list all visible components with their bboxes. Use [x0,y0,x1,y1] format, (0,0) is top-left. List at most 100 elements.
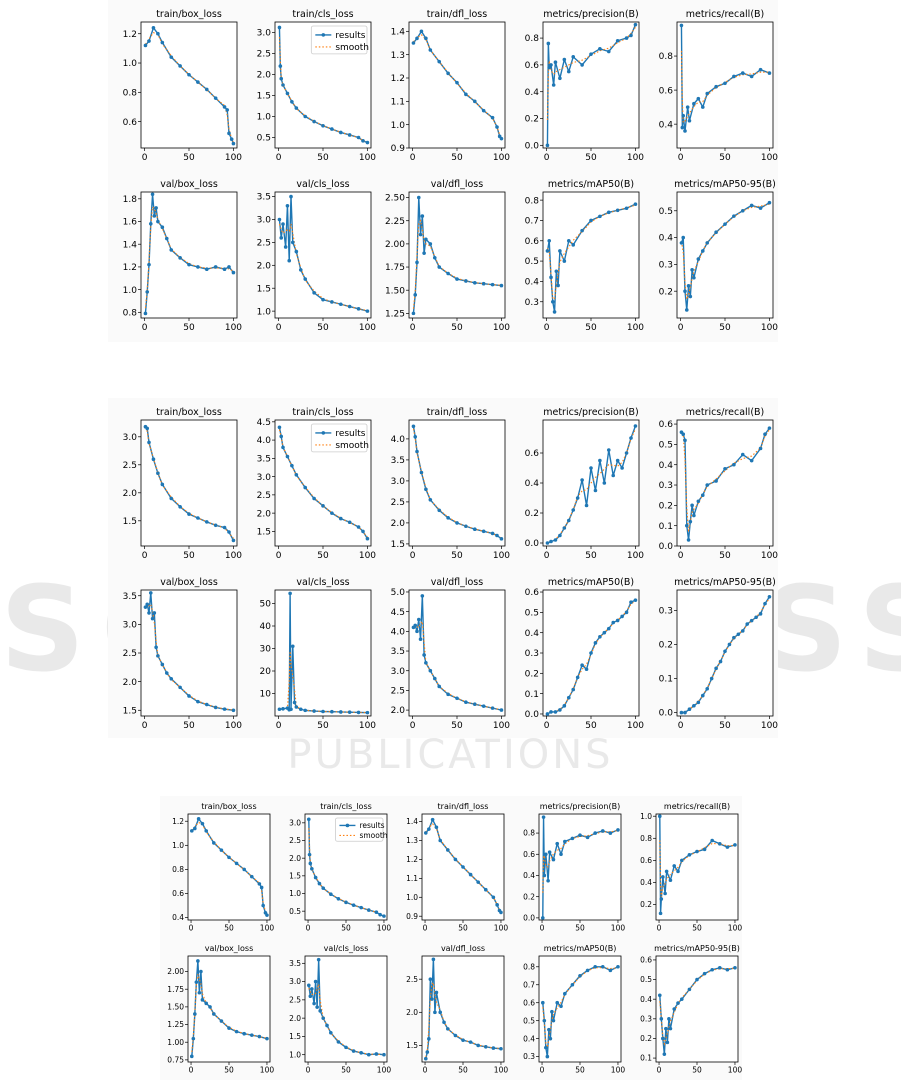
x-tick-label: 100 [377,1066,392,1075]
results-point [680,997,684,1001]
results-point [231,708,236,713]
results-point [668,1026,673,1031]
y-tick-label: 0.5 [659,207,673,217]
results-point [468,1040,473,1044]
smooth-line [279,651,368,714]
results-point [281,445,285,450]
y-tick-label: 2.0 [257,509,272,519]
panel-title: val/box_loss [205,944,253,953]
results-point [499,283,504,288]
results-point [431,957,436,962]
y-tick-label: 3.0 [123,621,138,631]
x-tick-label: 0 [678,551,684,561]
results-point [464,524,468,529]
x-tick-label: 100 [225,153,242,163]
results-point [200,821,205,826]
results-point [710,967,714,972]
results-point [553,60,558,65]
results-point [767,595,772,599]
results-point [553,710,558,714]
x-tick-label: 50 [451,721,463,731]
results-point [193,826,197,831]
results-point [156,471,160,475]
panel-val-cls-loss: val/cls_loss 0 50 100 10 20 30 40 50 [260,577,377,731]
y-tick-label: 2.5 [391,687,405,697]
results-point [455,521,459,525]
y-tick-label: 0.8 [172,865,184,874]
y-tick-label: 0.3 [659,261,673,271]
results-point [425,1050,430,1054]
training-results-figure-3: train/box_loss 0 50 100 0.4 0.6 0.8 1.0 1.2 train… [160,796,742,1080]
results-point [288,591,292,596]
results-point [584,503,589,508]
results-point [242,867,246,872]
panel-title: metrics/mAP50-95(B) [654,944,740,953]
results-point [261,903,265,908]
y-tick-label: 0.1 [525,690,539,700]
x-tick-label: 0 [276,551,282,561]
x-tick-label: 50 [183,721,195,731]
results-point [213,705,218,710]
x-tick-label: 50 [585,721,597,731]
results-point [589,52,593,56]
results-point [312,1001,316,1006]
x-tick-label: 50 [341,1066,351,1075]
results-point [200,998,205,1002]
y-tick-label: 3.0 [257,216,272,226]
results-point [580,63,584,67]
y-tick-label: 1.1 [391,97,405,107]
y-tick-label: 0.2 [525,115,539,125]
results-point [287,258,292,263]
panel-val-box-loss: val/box_loss 0 50 100 1.5 2.0 2.5 3.0 3.5 [123,577,243,731]
y-tick-label: 1.75 [385,263,405,273]
y-tick-label: 0.2 [523,892,535,901]
results-point [423,831,428,835]
y-tick-label: 4.5 [391,608,405,618]
results-point [303,485,308,490]
results-point [281,707,285,711]
y-tick-label: 3.5 [289,959,301,968]
x-tick-label: 100 [359,721,376,731]
results-point [745,622,750,626]
results-point [684,523,689,528]
y-tick-label: 1.50 [167,1003,184,1012]
y-tick-label: 0.6 [659,420,674,430]
panel-train-box-loss: train/box_loss 0 50 100 1.5 2.0 2.5 3.0 [123,407,243,561]
x-tick-label: 0 [678,323,684,333]
y-tick-label: 1.5 [289,1032,301,1041]
results-point [662,1052,667,1056]
results-point [696,499,701,504]
results-point [547,850,552,854]
results-point [611,473,616,478]
x-tick-label: 0 [540,1066,545,1075]
results-point [541,815,546,819]
results-point [661,1036,665,1041]
results-point [732,74,736,79]
results-point [571,508,576,512]
x-tick-label: 50 [692,1066,702,1075]
x-tick-label: 100 [377,924,392,933]
results-point [147,440,151,445]
results-point [336,897,341,901]
results-point [277,25,282,30]
panel-title: metrics/precision(B) [543,9,639,20]
results-point [351,903,356,907]
results-point [212,841,216,845]
plot-frame [187,813,271,921]
y-tick-label: 0.8 [123,88,138,98]
y-tick-label: 0.6 [123,118,138,128]
x-tick-label: 100 [627,721,644,731]
results-point [152,214,157,218]
y-tick-label: 0.8 [123,308,138,318]
results-point [616,828,620,832]
results-point [416,195,421,200]
results-point [424,237,428,242]
results-point [278,64,283,68]
results-point [413,623,418,628]
results-point [290,240,295,245]
x-tick-label: 100 [493,721,510,731]
x-tick-label: 50 [719,721,731,731]
results-point [427,827,431,831]
x-tick-label: 50 [341,924,351,933]
plot-frame [655,813,739,921]
